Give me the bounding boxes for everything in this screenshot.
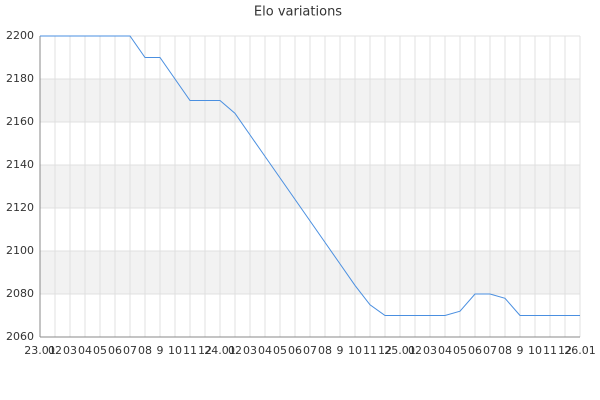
x-tick-label: 05 [453, 344, 467, 357]
x-tick-label: 9 [337, 344, 344, 357]
x-tick-label: 06 [288, 344, 302, 357]
x-tick-label: 10 [528, 344, 542, 357]
x-tick-label: 23.01 [24, 344, 56, 357]
x-tick-label: 08 [498, 344, 512, 357]
y-tick-label: 2140 [6, 158, 34, 171]
y-tick-label: 2100 [6, 244, 34, 257]
x-tick-label: 07 [123, 344, 137, 357]
x-tick-label: 12 [378, 344, 392, 357]
x-tick-label: 06 [108, 344, 122, 357]
x-tick-label: 02 [408, 344, 422, 357]
x-tick-label: 05 [273, 344, 287, 357]
y-tick-label: 2200 [6, 29, 34, 42]
x-tick-label: 02 [228, 344, 242, 357]
x-tick-label: 10 [348, 344, 362, 357]
x-tick-label: 04 [438, 344, 452, 357]
chart-title: Elo variations [254, 5, 342, 20]
x-tick-label: 24.01 [204, 344, 236, 357]
y-tick-label: 2160 [6, 115, 34, 128]
y-tick-label: 2080 [6, 287, 34, 300]
x-tick-label: 11 [543, 344, 557, 357]
x-tick-label: 11 [363, 344, 377, 357]
x-tick-label: 03 [63, 344, 77, 357]
x-tick-label: 02 [48, 344, 62, 357]
x-tick-label: 03 [243, 344, 257, 357]
x-tick-label: 9 [157, 344, 164, 357]
x-tick-label: 03 [423, 344, 437, 357]
y-tick-label: 2180 [6, 72, 34, 85]
x-tick-label: 12 [198, 344, 212, 357]
x-tick-label: 06 [468, 344, 482, 357]
x-tick-label: 26.01 [564, 344, 596, 357]
x-tick-label: 07 [483, 344, 497, 357]
x-tick-label: 11 [183, 344, 197, 357]
y-tick-label: 2060 [6, 330, 34, 343]
x-tick-label: 12 [558, 344, 572, 357]
x-tick-label: 9 [517, 344, 524, 357]
x-tick-label: 08 [138, 344, 152, 357]
x-tick-label: 10 [168, 344, 182, 357]
x-tick-label: 04 [258, 344, 272, 357]
data-line [40, 35, 580, 316]
y-tick-label: 2120 [6, 201, 34, 214]
x-tick-label: 04 [78, 344, 92, 357]
x-tick-label: 25.01 [384, 344, 416, 357]
x-tick-label: 07 [303, 344, 317, 357]
x-tick-label: 05 [93, 344, 107, 357]
x-tick-label: 08 [318, 344, 332, 357]
